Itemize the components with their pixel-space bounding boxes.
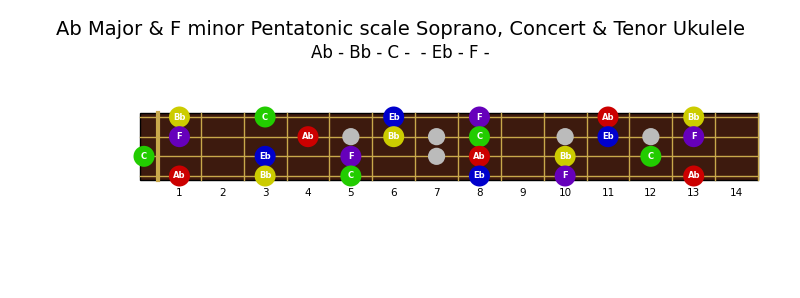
Text: F: F [177,132,182,141]
Circle shape [469,165,490,187]
Text: 12: 12 [644,188,658,198]
Circle shape [683,106,704,128]
Circle shape [134,146,154,167]
Circle shape [340,146,362,167]
Text: Ab: Ab [302,132,314,141]
Text: 5: 5 [347,188,354,198]
Text: Bb: Bb [687,113,700,122]
Text: 7: 7 [434,188,440,198]
Text: 6: 6 [390,188,397,198]
Text: C: C [262,113,268,122]
Circle shape [298,126,318,147]
Circle shape [254,146,276,167]
Text: Ab: Ab [473,152,486,161]
Circle shape [169,165,190,187]
Circle shape [598,126,618,147]
Circle shape [254,106,276,128]
Circle shape [340,165,362,187]
Text: F: F [477,113,482,122]
Circle shape [598,106,618,128]
Text: Ab - Bb - C -  - Eb - F -: Ab - Bb - C - - Eb - F - [310,44,490,62]
Text: Ab Major & F minor Pentatonic scale Soprano, Concert & Tenor Ukulele: Ab Major & F minor Pentatonic scale Sopr… [55,20,745,39]
Circle shape [428,148,445,165]
Circle shape [557,148,574,165]
Text: F: F [562,172,568,181]
Circle shape [557,128,574,145]
Circle shape [683,165,704,187]
Circle shape [469,126,490,147]
Text: Eb: Eb [259,152,271,161]
Circle shape [169,126,190,147]
Text: C: C [476,132,482,141]
Text: Bb: Bb [259,172,271,181]
Text: Ab: Ab [687,172,700,181]
Circle shape [383,106,404,128]
Circle shape [254,165,276,187]
Text: 8: 8 [476,188,482,198]
Text: Ab: Ab [173,172,186,181]
Circle shape [642,128,659,145]
Text: 9: 9 [519,188,526,198]
Circle shape [554,146,576,167]
Text: Eb: Eb [602,132,614,141]
Text: C: C [348,172,354,181]
Circle shape [469,106,490,128]
Text: Eb: Eb [388,113,399,122]
Text: 13: 13 [687,188,700,198]
Text: 11: 11 [602,188,614,198]
Text: C: C [141,152,147,161]
Circle shape [642,148,659,165]
Circle shape [469,146,490,167]
Text: 10: 10 [558,188,572,198]
Circle shape [640,146,662,167]
Text: Bb: Bb [174,113,186,122]
Circle shape [169,106,190,128]
FancyBboxPatch shape [140,113,758,180]
Text: Bb: Bb [559,152,571,161]
Circle shape [683,126,704,147]
Circle shape [342,148,359,165]
Circle shape [383,126,404,147]
Text: 14: 14 [730,188,743,198]
Text: Bb: Bb [387,132,400,141]
Text: 3: 3 [262,188,269,198]
Circle shape [342,128,359,145]
Text: Ab: Ab [602,113,614,122]
Text: 4: 4 [305,188,311,198]
Text: F: F [348,152,354,161]
Text: 1: 1 [176,188,182,198]
Circle shape [428,128,445,145]
Circle shape [554,165,576,187]
Text: Eb: Eb [474,172,486,181]
Text: 2: 2 [219,188,226,198]
Text: C: C [648,152,654,161]
Text: F: F [691,132,697,141]
